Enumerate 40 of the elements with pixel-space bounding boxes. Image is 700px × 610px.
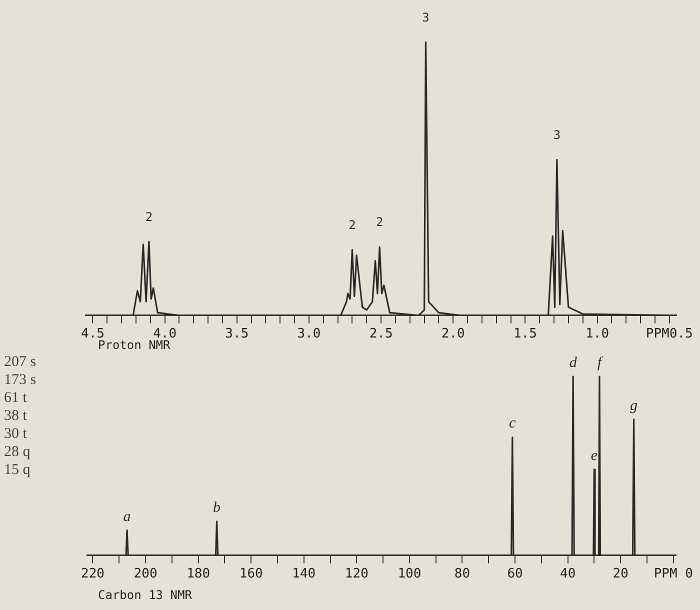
- x-tick-label: 120: [344, 566, 368, 582]
- x-axis-title: Proton NMR: [98, 338, 170, 352]
- text: 30 t: [4, 425, 28, 443]
- text: 28 q: [4, 443, 32, 461]
- annotation: b: [213, 500, 222, 516]
- text: 173 s: [4, 371, 38, 389]
- x-tick-label: PPM0.5: [646, 326, 693, 342]
- annotation: 2: [376, 215, 384, 230]
- annotation: d: [569, 354, 578, 371]
- x-tick-label: 180: [186, 566, 210, 582]
- text: 207 s: [4, 353, 38, 371]
- annotation: 3: [553, 128, 561, 142]
- annotation: 3: [422, 10, 430, 24]
- x-tick-label: 1.5: [513, 326, 537, 342]
- annotation: f: [597, 354, 604, 371]
- annotation: 2: [348, 218, 356, 232]
- text: 38 t: [4, 407, 28, 425]
- x-tick-label: 3.0: [297, 326, 321, 342]
- x-tick-label: 140: [292, 566, 316, 582]
- x-axis-title: Carbon 13 NMR: [98, 588, 192, 602]
- x-tick-label: 40: [560, 566, 576, 582]
- x-tick-label: 2.0: [441, 326, 465, 342]
- x-tick-label: 2.5: [369, 326, 393, 342]
- x-tick-label: 20: [612, 566, 628, 582]
- x-tick-label: 80: [454, 566, 470, 582]
- annotation: g: [630, 398, 638, 414]
- annotation: c: [509, 416, 516, 432]
- x-tick-label: 1.0: [586, 326, 610, 342]
- annotation: 2: [145, 210, 153, 224]
- x-tick-label: 60: [507, 566, 523, 582]
- text: 15 q: [4, 461, 32, 479]
- x-tick-label: 200: [134, 566, 158, 582]
- x-tick-label: PPM 0: [654, 566, 693, 582]
- annotation: a: [123, 508, 131, 525]
- x-tick-label: 160: [239, 566, 263, 582]
- text: 61 t: [4, 389, 28, 407]
- x-tick-label: 3.5: [225, 326, 249, 342]
- annotation: e: [590, 448, 598, 464]
- x-tick-label: 100: [398, 566, 422, 582]
- x-tick-label: 220: [81, 566, 104, 582]
